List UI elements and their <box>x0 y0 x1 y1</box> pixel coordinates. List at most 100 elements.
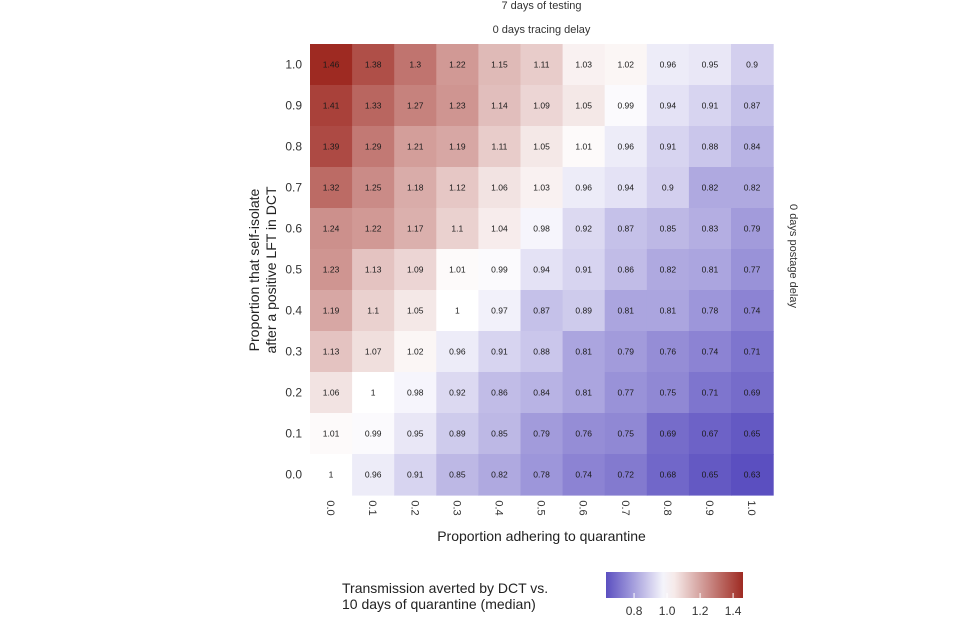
cell-value-label: 0.99 <box>365 429 382 439</box>
cell-value-label: 1 <box>455 306 460 316</box>
legend-colorbar <box>606 572 743 598</box>
x-tick-label: 0.7 <box>619 500 631 515</box>
cell-value-label: 0.99 <box>491 265 508 275</box>
heatmap-cell <box>604 372 648 414</box>
heatmap-cell <box>352 249 395 291</box>
cell-value-label: 0.87 <box>617 224 634 234</box>
cell-value-label: 0.89 <box>449 429 466 439</box>
heatmap-cell <box>604 249 648 291</box>
cell-value-label: 1 <box>329 470 334 480</box>
heatmap-cell <box>731 44 774 86</box>
cell-value-label: 0.85 <box>660 224 677 234</box>
x-tick-label: 0.1 <box>366 500 378 515</box>
heatmap-cell <box>646 454 690 496</box>
heatmap-cell <box>520 249 564 291</box>
legend-tick-label: 1.4 <box>725 604 742 618</box>
heatmap-cell <box>604 85 648 127</box>
cell-value-label: 1.1 <box>451 224 463 234</box>
cell-value-label: 0.92 <box>575 224 592 234</box>
heatmap-cell <box>436 126 479 168</box>
cell-value-label: 0.98 <box>533 224 550 234</box>
heatmap-cell <box>731 331 774 373</box>
cell-value-label: 1.09 <box>407 265 424 275</box>
heatmap-cell <box>478 290 522 332</box>
cell-value-label: 0.83 <box>702 224 719 234</box>
cell-value-label: 0.94 <box>617 183 634 193</box>
heatmap-cell <box>731 249 774 291</box>
cell-value-label: 0.85 <box>449 470 466 480</box>
heatmap-cell <box>688 85 732 127</box>
cell-value-label: 0.88 <box>533 347 550 357</box>
cell-value-label: 1.05 <box>533 142 550 152</box>
cell-value-label: 0.99 <box>617 101 634 111</box>
heatmap-cell <box>394 413 437 455</box>
heatmap-cell <box>394 454 437 496</box>
heatmap-cell <box>310 454 353 496</box>
cell-value-label: 1.46 <box>323 60 340 70</box>
heatmap-cell <box>731 167 774 209</box>
heatmap-cell <box>520 372 564 414</box>
heatmap-cell <box>562 167 606 209</box>
heatmap-cell <box>562 208 606 250</box>
cell-value-label: 1.04 <box>491 224 508 234</box>
cell-value-label: 0.71 <box>702 388 719 398</box>
cell-value-label: 0.96 <box>449 347 466 357</box>
x-tick-label: 1.0 <box>745 500 757 515</box>
heatmap-cell <box>352 454 395 496</box>
heatmap-cell <box>394 208 437 250</box>
cell-value-label: 0.74 <box>702 347 719 357</box>
cell-value-label: 0.69 <box>744 388 761 398</box>
heatmap-cell <box>520 290 564 332</box>
cell-value-label: 0.95 <box>407 429 424 439</box>
cell-value-label: 1.05 <box>407 306 424 316</box>
heatmap-cell <box>352 372 395 414</box>
cell-value-label: 1.32 <box>323 183 340 193</box>
heatmap-cell <box>352 167 395 209</box>
cell-value-label: 1.05 <box>575 101 592 111</box>
cell-value-label: 0.79 <box>617 347 634 357</box>
heatmap-cell <box>310 126 353 168</box>
heatmap-cell <box>731 85 774 127</box>
cell-value-label: 0.68 <box>660 470 677 480</box>
cell-value-label: 1.06 <box>323 388 340 398</box>
cell-value-label: 0.96 <box>365 470 382 480</box>
heatmap-cell <box>688 249 732 291</box>
cell-value-label: 0.74 <box>744 306 761 316</box>
cell-value-label: 1.11 <box>534 60 550 70</box>
heatmap-cell <box>520 167 564 209</box>
heatmap-cell <box>562 331 606 373</box>
heatmap-cell <box>688 208 732 250</box>
cell-value-label: 1.22 <box>365 224 382 234</box>
heatmap-cell <box>436 372 479 414</box>
cell-value-label: 0.86 <box>617 265 634 275</box>
heatmap-cell <box>688 454 732 496</box>
heatmap-cell <box>562 44 606 86</box>
heatmap-cell <box>436 249 479 291</box>
heatmap-cell <box>310 167 353 209</box>
cell-value-label: 0.91 <box>575 265 592 275</box>
cell-value-label: 0.9 <box>746 60 758 70</box>
heatmap-cell <box>562 413 606 455</box>
heatmap-cell <box>352 208 395 250</box>
heatmap-cell <box>646 249 690 291</box>
cell-value-label: 0.91 <box>407 470 424 480</box>
cell-value-label: 1.21 <box>407 142 424 152</box>
x-tick-label: 0.0 <box>324 500 336 515</box>
x-tick-labels: 0.0 0.1 0.2 0.3 0.4 0.5 0.6 0.7 0.8 0.9 1.0 <box>324 500 757 515</box>
heatmap-cell <box>688 290 732 332</box>
heatmap-cell <box>394 290 437 332</box>
y-tick-labels: 1.0 0.9 0.8 0.7 0.6 0.5 0.4 0.3 0.2 0.1 0.0 <box>285 58 302 482</box>
cell-value-label: 0.94 <box>660 101 677 111</box>
cell-value-label: 0.79 <box>744 224 761 234</box>
cell-value-label: 0.81 <box>575 388 592 398</box>
cell-value-label: 0.81 <box>660 306 677 316</box>
heatmap-cell <box>520 454 564 496</box>
heatmap-cell <box>352 85 395 127</box>
cell-value-label: 0.97 <box>491 306 508 316</box>
cell-value-label: 0.87 <box>533 306 550 316</box>
cell-value-label: 0.75 <box>660 388 677 398</box>
heatmap-cell <box>604 331 648 373</box>
cell-value-label: 0.78 <box>702 306 719 316</box>
heatmap-cell <box>478 413 522 455</box>
